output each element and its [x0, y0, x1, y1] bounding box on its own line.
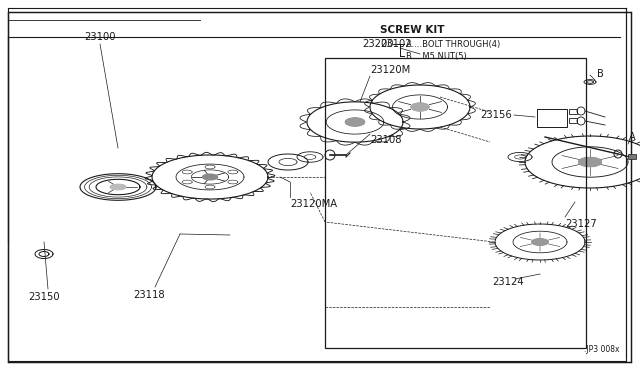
- Text: 23124: 23124: [492, 277, 524, 287]
- Text: B....M5 NUT(5): B....M5 NUT(5): [406, 51, 467, 61]
- Text: 23120M: 23120M: [370, 65, 410, 75]
- Text: 23108: 23108: [370, 135, 401, 145]
- Text: 23150: 23150: [28, 292, 60, 302]
- Text: SCREW KIT: SCREW KIT: [380, 25, 445, 35]
- Polygon shape: [411, 103, 429, 111]
- Polygon shape: [110, 184, 125, 190]
- Bar: [628, 154, 636, 159]
- Bar: [325, 58, 586, 348]
- Polygon shape: [202, 174, 218, 180]
- Text: 23118: 23118: [133, 290, 164, 300]
- Text: 23100: 23100: [84, 32, 115, 42]
- Polygon shape: [579, 157, 602, 167]
- Polygon shape: [532, 239, 548, 245]
- Bar: [569, 109, 577, 114]
- Bar: [537, 109, 567, 127]
- Text: A....BOLT THROUGH(4): A....BOLT THROUGH(4): [406, 39, 500, 48]
- Text: B: B: [596, 69, 604, 79]
- Text: 23156: 23156: [480, 110, 512, 120]
- Text: 23200: 23200: [362, 39, 394, 49]
- Bar: [569, 118, 577, 123]
- Text: A: A: [628, 132, 636, 142]
- Polygon shape: [346, 118, 365, 126]
- Text: 23127: 23127: [565, 219, 596, 229]
- Text: 23120MA: 23120MA: [290, 199, 337, 209]
- Text: .JP3 008x: .JP3 008x: [584, 346, 620, 355]
- Text: 23102: 23102: [380, 39, 412, 49]
